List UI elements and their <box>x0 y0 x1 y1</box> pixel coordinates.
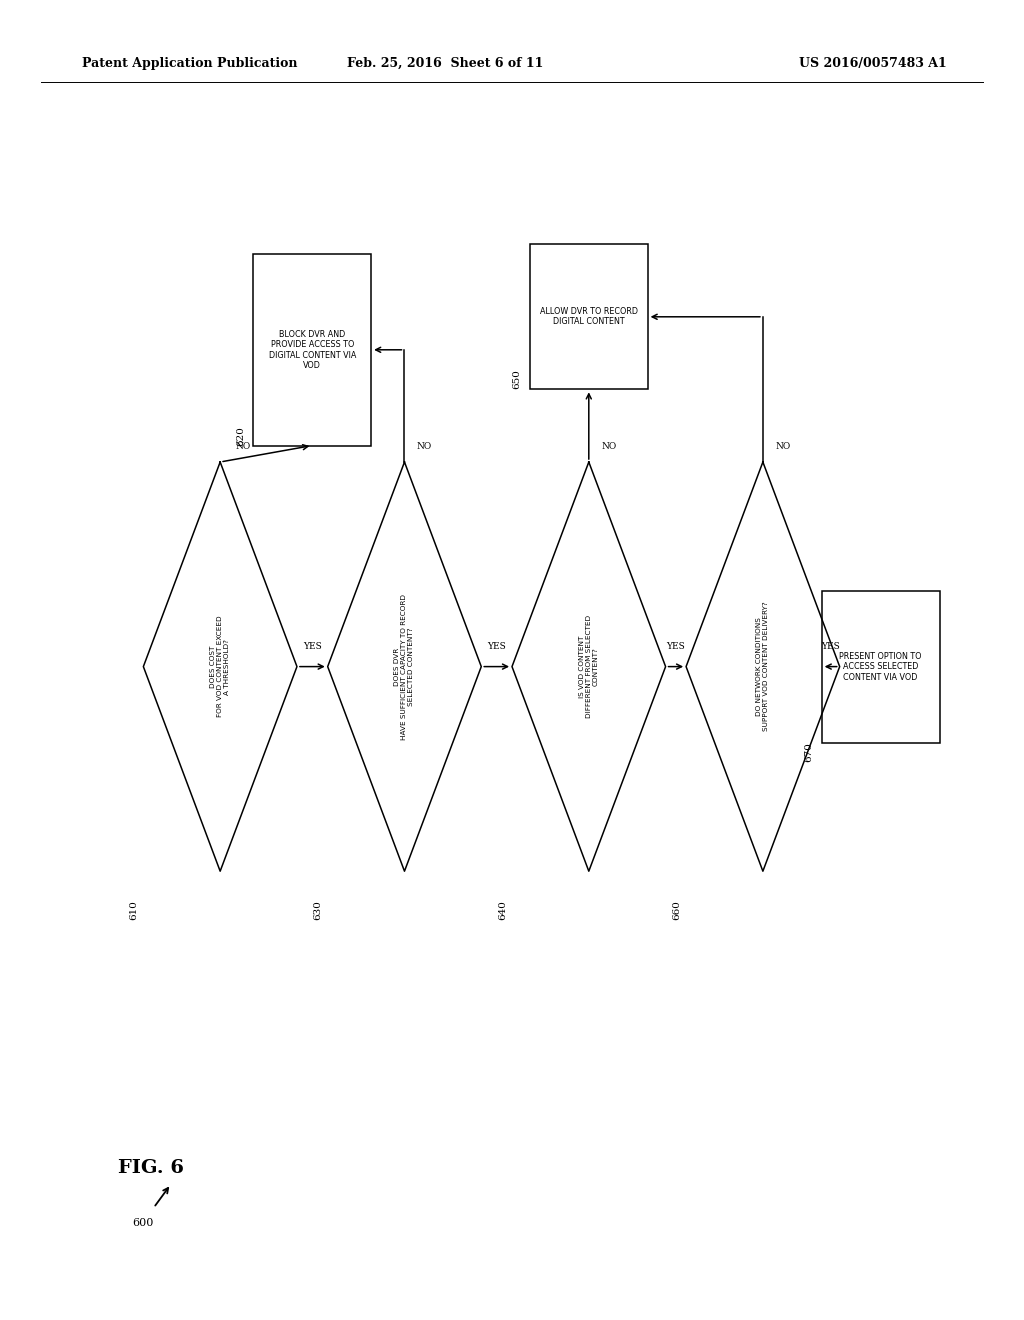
Text: BLOCK DVR AND
PROVIDE ACCESS TO
DIGITAL CONTENT VIA
VOD: BLOCK DVR AND PROVIDE ACCESS TO DIGITAL … <box>268 330 356 370</box>
Text: NO: NO <box>775 442 791 451</box>
Text: DOES COST
FOR VOD CONTENT EXCEED
A THRESHOLD?: DOES COST FOR VOD CONTENT EXCEED A THRES… <box>210 616 230 717</box>
Text: ALLOW DVR TO RECORD
DIGITAL CONTENT: ALLOW DVR TO RECORD DIGITAL CONTENT <box>540 308 638 326</box>
Text: 600: 600 <box>133 1218 154 1229</box>
Text: 640: 640 <box>498 900 507 920</box>
Text: NO: NO <box>601 442 616 451</box>
Text: YES: YES <box>667 642 685 651</box>
Text: FIG. 6: FIG. 6 <box>118 1159 183 1177</box>
Text: IS VOD CONTENT
DIFFERENT FROM SELECTED
CONTENT?: IS VOD CONTENT DIFFERENT FROM SELECTED C… <box>579 615 599 718</box>
Text: Feb. 25, 2016  Sheet 6 of 11: Feb. 25, 2016 Sheet 6 of 11 <box>347 57 544 70</box>
Text: YES: YES <box>821 642 840 651</box>
Text: 630: 630 <box>313 900 323 920</box>
Bar <box>254 253 371 446</box>
Text: NO: NO <box>417 442 432 451</box>
Text: 650: 650 <box>513 370 521 389</box>
Text: 610: 610 <box>129 900 138 920</box>
Text: DOES DVR
HAVE SUFFICIENT CAPACITY TO RECORD
SELECTED CONTENT?: DOES DVR HAVE SUFFICIENT CAPACITY TO REC… <box>394 594 415 739</box>
Text: 660: 660 <box>672 900 681 920</box>
Text: 670: 670 <box>805 742 813 763</box>
Text: YES: YES <box>303 642 322 651</box>
Text: DO NETWORK CONDITIONS
SUPPORT VOD CONTENT DELIVERY?: DO NETWORK CONDITIONS SUPPORT VOD CONTEN… <box>757 602 769 731</box>
Bar <box>821 591 940 742</box>
Bar <box>530 244 647 389</box>
Text: PRESENT OPTION TO
ACCESS SELECTED
CONTENT VIA VOD: PRESENT OPTION TO ACCESS SELECTED CONTEN… <box>840 652 922 681</box>
Text: Patent Application Publication: Patent Application Publication <box>82 57 297 70</box>
Text: YES: YES <box>487 642 506 651</box>
Text: 620: 620 <box>237 425 246 446</box>
Text: NO: NO <box>236 442 251 451</box>
Text: US 2016/0057483 A1: US 2016/0057483 A1 <box>800 57 947 70</box>
